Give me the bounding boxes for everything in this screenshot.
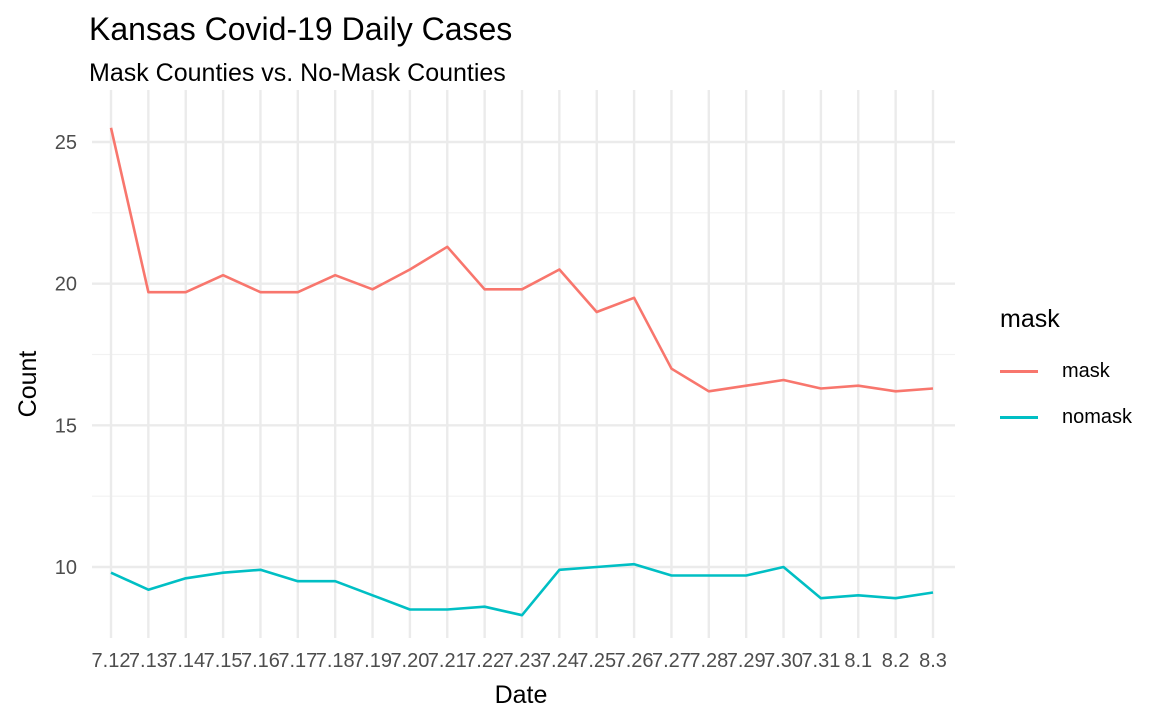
y-axis-ticks: 10 15 20 25 — [55, 132, 77, 579]
chart-title: Kansas Covid-19 Daily Cases — [89, 11, 513, 47]
series-lines — [109, 127, 934, 617]
x-tick-label: 7.24 — [540, 650, 579, 672]
y-tick-label: 25 — [55, 132, 77, 154]
x-tick-label: 8.3 — [919, 650, 947, 672]
x-tick-label: 7.26 — [615, 650, 654, 672]
legend-label-nomask: nomask — [1062, 405, 1133, 428]
x-tick-label: 7.19 — [353, 650, 392, 672]
y-tick-label: 20 — [55, 274, 77, 296]
x-axis-title: Date — [495, 681, 548, 709]
legend-item-nomask: nomask — [1000, 394, 1132, 440]
legend: mask mask nomask — [1000, 300, 1132, 440]
y-axis-title: Count — [14, 351, 42, 418]
y-tick-label: 10 — [55, 557, 77, 579]
x-tick-label: 7.31 — [801, 650, 840, 672]
x-tick-label: 7.30 — [764, 650, 803, 672]
legend-label-mask: mask — [1062, 359, 1110, 382]
x-tick-label: 7.23 — [503, 650, 542, 672]
x-tick-label: 7.27 — [652, 650, 691, 672]
x-tick-label: 7.25 — [577, 650, 616, 672]
x-tick-label: 7.22 — [465, 650, 504, 672]
legend-key-nomask — [1000, 415, 1038, 419]
x-tick-label: 7.18 — [316, 650, 355, 672]
series-line-nomask — [110, 562, 934, 617]
legend-title: mask — [1000, 305, 1060, 333]
x-tick-label: 8.2 — [882, 650, 910, 672]
x-tick-label: 7.17 — [278, 650, 317, 672]
legend-key-mask — [1000, 369, 1038, 373]
x-tick-label: 7.29 — [727, 650, 766, 672]
x-tick-label: 7.12 — [92, 650, 131, 672]
x-tick-label: 7.13 — [129, 650, 168, 672]
grid — [92, 90, 955, 638]
x-tick-label: 7.21 — [428, 650, 467, 672]
legend-item-mask: mask — [1000, 348, 1132, 394]
chart-subtitle: Mask Counties vs. No-Mask Counties — [89, 59, 506, 87]
x-tick-label: 7.14 — [166, 650, 205, 672]
x-tick-label: 7.28 — [689, 650, 728, 672]
x-tick-label: 7.15 — [204, 650, 243, 672]
y-tick-label: 15 — [55, 415, 77, 437]
series-line-mask — [109, 127, 934, 393]
x-tick-label: 7.20 — [390, 650, 429, 672]
x-axis-ticks: 7.127.137.147.157.167.177.187.197.207.21… — [92, 650, 947, 672]
x-tick-label: 8.1 — [844, 650, 872, 672]
x-tick-label: 7.16 — [241, 650, 280, 672]
